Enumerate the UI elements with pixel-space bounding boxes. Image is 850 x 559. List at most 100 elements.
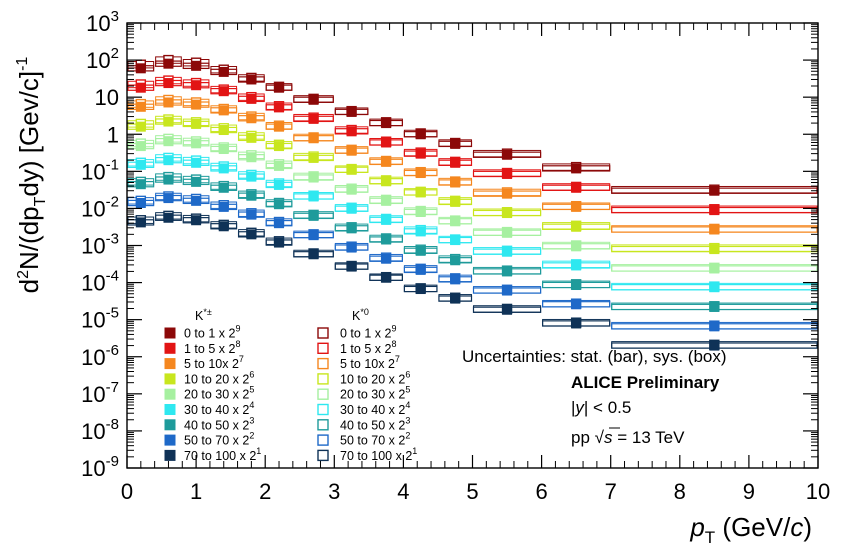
- filled-marker: [135, 82, 146, 93]
- legend-label: 40 to 50 x 23: [340, 415, 410, 432]
- filled-marker: [163, 97, 174, 108]
- filled-marker: [346, 184, 357, 195]
- filled-marker: [502, 208, 513, 219]
- filled-marker: [415, 207, 426, 218]
- filled-marker: [274, 160, 285, 171]
- y-tick-label: 1: [107, 122, 119, 147]
- charged-series-8: [127, 212, 818, 351]
- filled-marker: [346, 242, 357, 253]
- legend-marker-filled: [164, 358, 176, 370]
- filled-marker: [274, 218, 285, 229]
- y-axis-title: d2N/(dpTdy) [Gev/c]-1: [14, 57, 49, 294]
- y-axis: 10310210110-110-210-310-410-510-610-710-…: [81, 8, 818, 481]
- filled-marker: [502, 246, 513, 257]
- legend-label: 10 to 20 x 26: [340, 369, 410, 386]
- filled-marker: [346, 126, 357, 137]
- filled-marker: [415, 129, 426, 140]
- energy-label: pp √s = 13 TeV: [571, 428, 685, 447]
- filled-marker: [163, 174, 174, 185]
- filled-marker: [415, 148, 426, 159]
- y-tick-label: 10-2: [81, 193, 119, 221]
- filled-marker: [274, 199, 285, 210]
- legend-marker-filled: [164, 449, 176, 461]
- filled-marker: [218, 182, 229, 193]
- x-tick-label: 2: [259, 479, 271, 504]
- legend-marker-open: [317, 449, 329, 462]
- filled-marker: [346, 145, 357, 156]
- legend-marker-open: [317, 419, 329, 431]
- filled-marker: [308, 113, 319, 124]
- charged-series-0: [127, 58, 818, 196]
- legend-label: 20 to 30 x 25: [340, 385, 410, 402]
- x-tick-label: 7: [605, 479, 617, 504]
- x-tick-label: 3: [328, 479, 340, 504]
- legend-marker-filled: [164, 342, 176, 354]
- filled-marker: [191, 176, 202, 187]
- filled-marker: [450, 274, 461, 285]
- filled-marker: [246, 113, 257, 124]
- filled-marker: [709, 185, 720, 196]
- filled-marker: [274, 237, 285, 248]
- filled-marker: [415, 187, 426, 198]
- filled-marker: [135, 217, 146, 228]
- filled-marker: [415, 264, 426, 275]
- filled-marker: [502, 149, 513, 160]
- filled-marker: [163, 78, 174, 89]
- filled-marker: [450, 216, 461, 227]
- legend-label: 0 to 1 x 29: [184, 324, 240, 341]
- filled-marker: [709, 321, 720, 332]
- filled-marker: [381, 234, 392, 245]
- filled-marker: [218, 144, 229, 155]
- legend-label: 5 to 10x 27: [184, 354, 244, 371]
- filled-marker: [246, 93, 257, 104]
- filled-marker: [450, 255, 461, 266]
- experiment-label: ALICE Preliminary: [571, 373, 720, 392]
- legend-label: 70 to 100 x 21: [184, 446, 261, 463]
- legend-label: 70 to 100 x 21: [340, 446, 417, 463]
- legend-label: 50 to 70 x 22: [184, 431, 254, 448]
- legend-label: 40 to 50 x 23: [184, 415, 254, 432]
- y-tick-label: 10-1: [81, 156, 119, 184]
- filled-marker: [450, 235, 461, 246]
- filled-marker: [246, 74, 257, 85]
- filled-marker: [450, 196, 461, 207]
- filled-marker: [571, 280, 582, 291]
- legend-marker-open: [317, 357, 329, 370]
- filled-marker: [246, 132, 257, 143]
- filled-marker: [308, 133, 319, 144]
- filled-marker: [135, 141, 146, 152]
- charged-series-2: [127, 97, 818, 235]
- filled-marker: [502, 266, 513, 277]
- legend-label: 1 to 5 x 28: [184, 339, 240, 356]
- x-tick-label: 10: [806, 479, 830, 504]
- filled-marker: [218, 201, 229, 212]
- x-tick-label: 5: [466, 479, 478, 504]
- filled-marker: [191, 80, 202, 91]
- filled-marker: [308, 94, 319, 105]
- legend-label: 30 to 40 x 24: [340, 400, 410, 417]
- legend-marker-filled: [164, 373, 176, 385]
- x-tick-label: 9: [743, 479, 755, 504]
- filled-marker: [415, 226, 426, 237]
- legend-marker-open: [317, 434, 329, 446]
- y-tick-label: 10-5: [81, 305, 119, 333]
- legend-marker-filled: [164, 388, 176, 400]
- y-tick-label: 10-3: [81, 231, 119, 259]
- legend-label: 0 to 1 x 29: [340, 324, 396, 341]
- filled-marker: [191, 60, 202, 71]
- filled-marker: [346, 203, 357, 214]
- filled-marker: [502, 285, 513, 296]
- filled-marker: [381, 195, 392, 206]
- x-tick-label: 8: [674, 479, 686, 504]
- filled-marker: [709, 340, 720, 351]
- legend-title: K*±: [195, 307, 212, 323]
- filled-marker: [415, 245, 426, 256]
- filled-marker: [191, 99, 202, 110]
- y-tick-label: 10-9: [81, 453, 119, 481]
- x-tick-label: 0: [121, 479, 133, 504]
- x-tick-label: 6: [535, 479, 547, 504]
- y-tick-label: 10-6: [81, 342, 119, 370]
- legend-label: 10 to 20 x 26: [184, 369, 254, 386]
